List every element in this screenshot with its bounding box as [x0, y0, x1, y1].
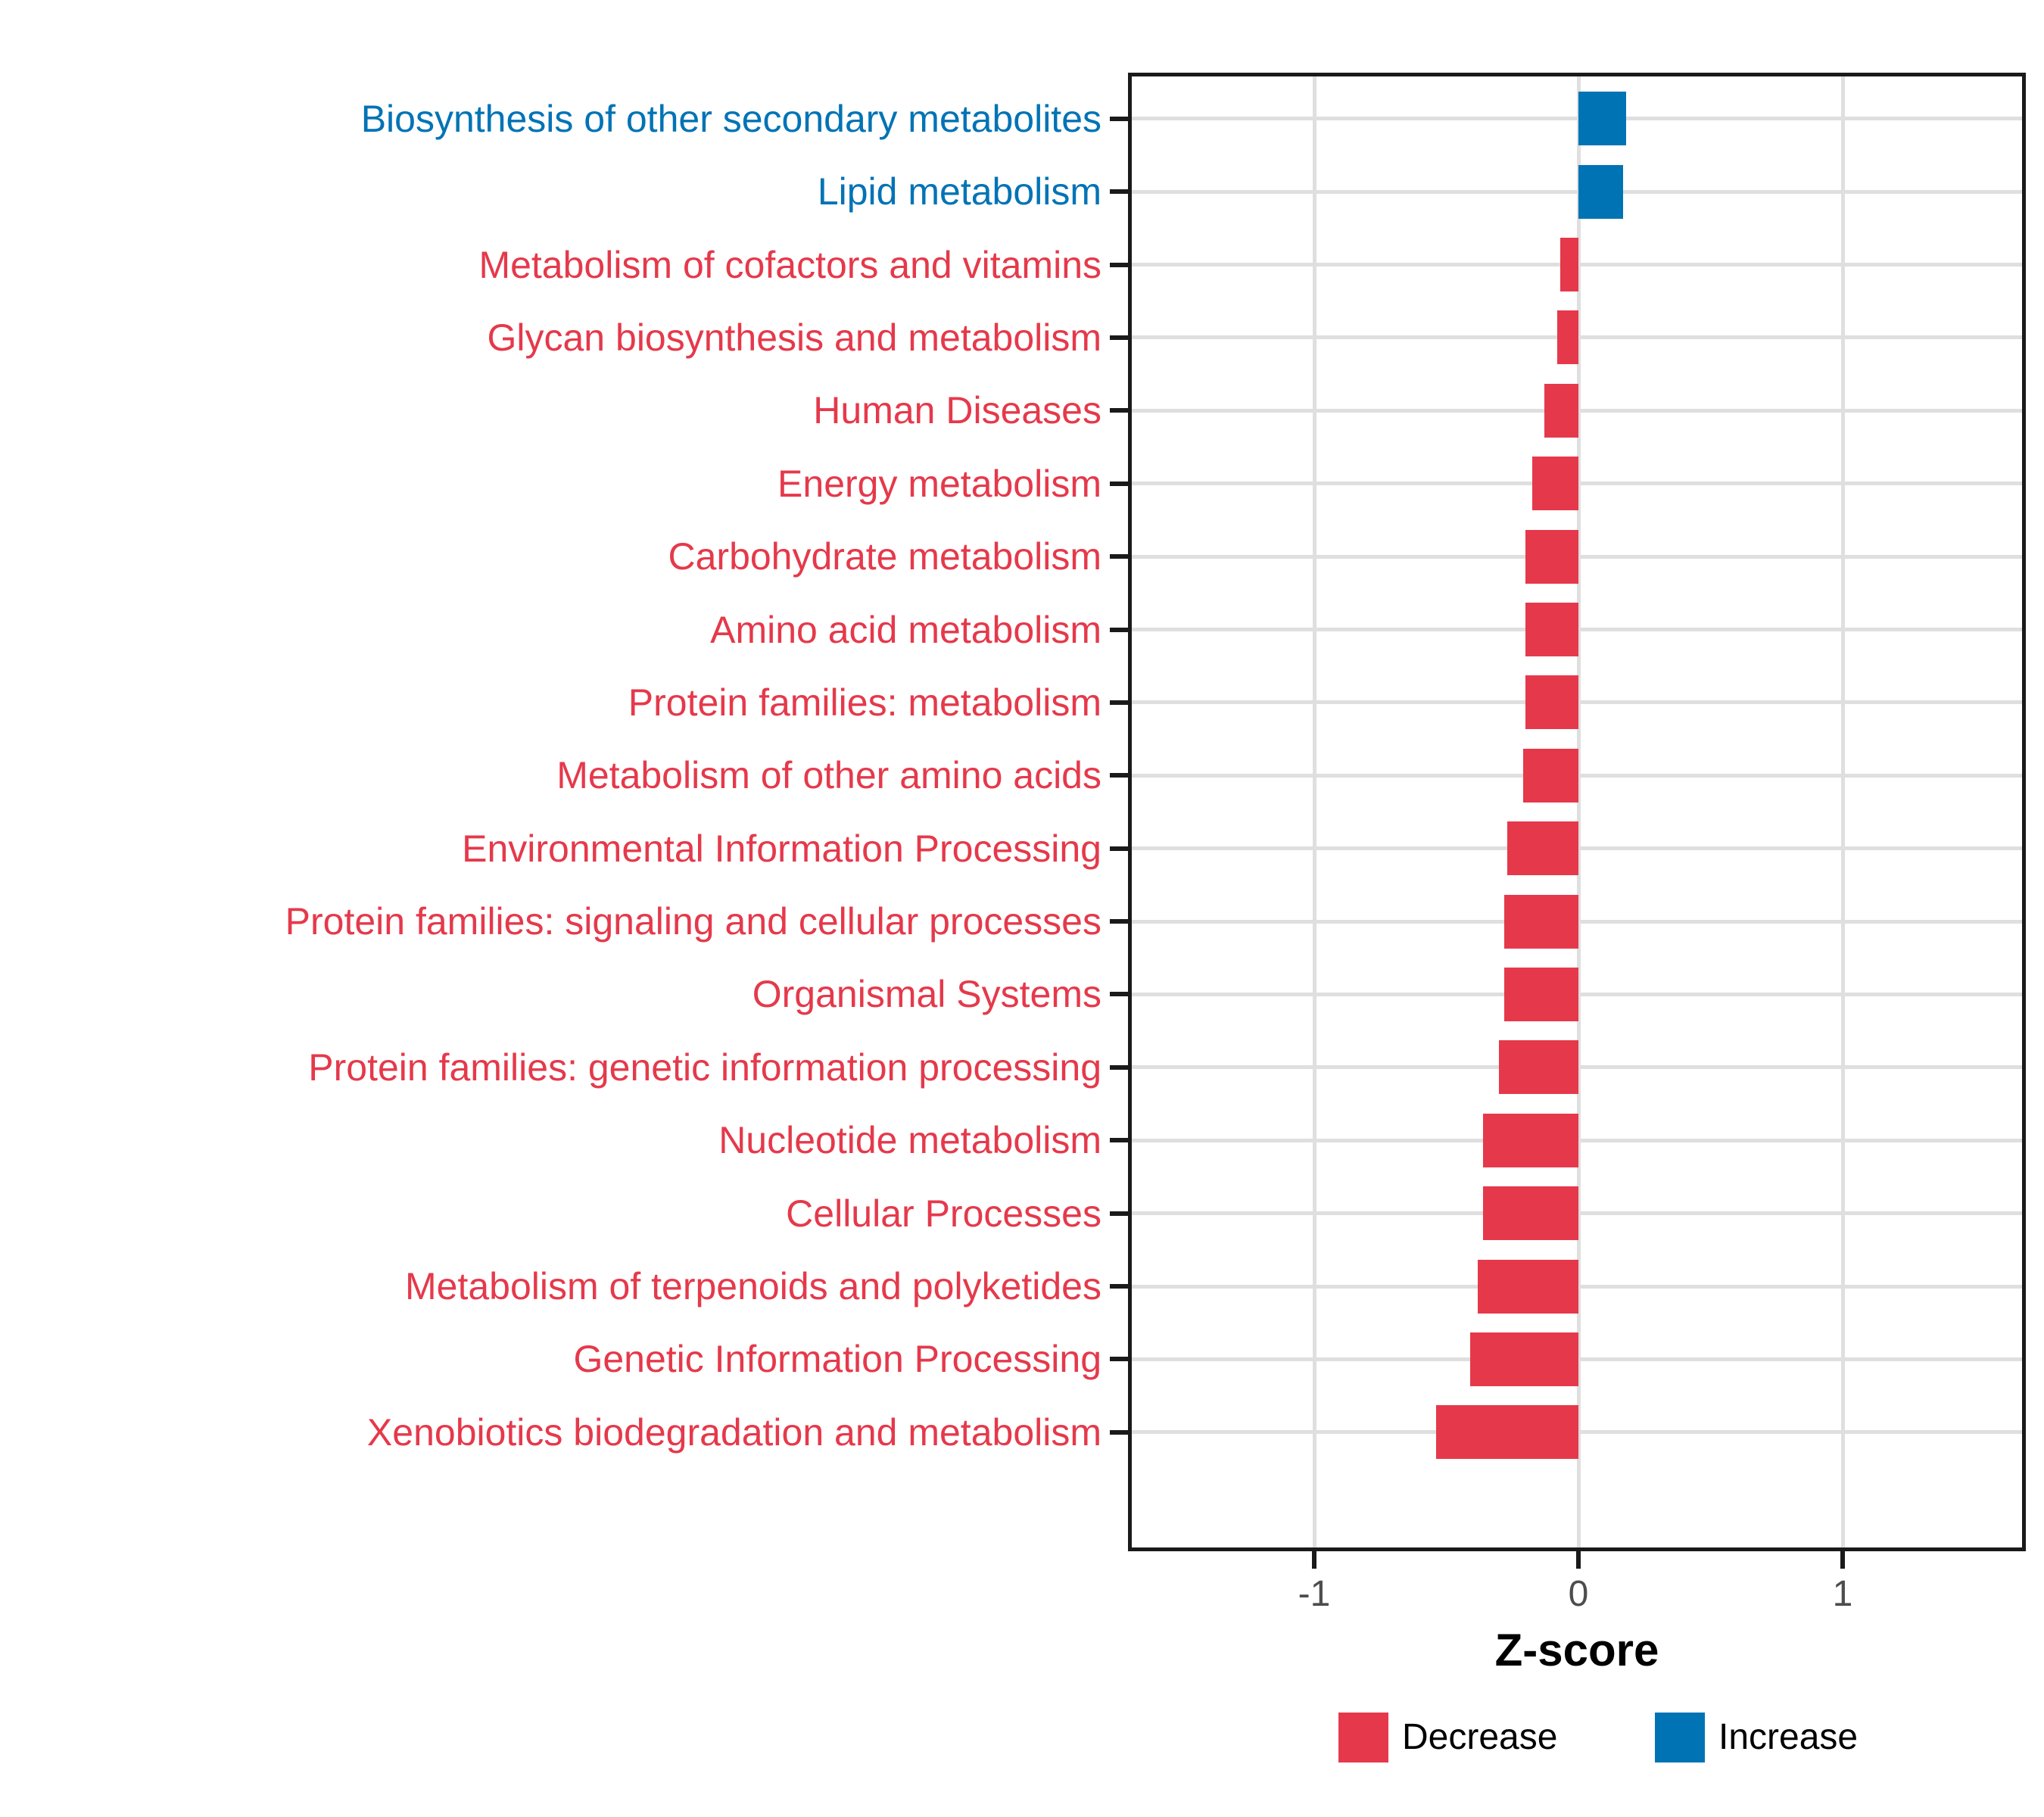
- y-axis-label: Amino acid metabolism: [710, 608, 1101, 651]
- y-tick-mark: [1110, 408, 1128, 413]
- gridline-y: [1130, 189, 2024, 194]
- y-tick-mark: [1110, 189, 1128, 195]
- bar-decrease: [1559, 238, 1578, 292]
- gridline-y: [1130, 117, 2024, 121]
- bar-decrease: [1504, 894, 1578, 949]
- bar-decrease: [1544, 383, 1578, 438]
- y-axis-label: Nucleotide metabolism: [718, 1119, 1101, 1162]
- plot-panel: [1128, 73, 2026, 1551]
- y-axis-label: Lipid metabolism: [817, 170, 1101, 213]
- x-axis-title: Z-score: [1494, 1625, 1659, 1675]
- bar-decrease: [1483, 1186, 1578, 1241]
- y-tick-mark: [1110, 1064, 1128, 1070]
- bar-decrease: [1499, 1040, 1578, 1095]
- y-tick-mark: [1110, 1429, 1128, 1435]
- y-tick-mark: [1110, 1284, 1128, 1289]
- x-tick-mark: [1576, 1551, 1581, 1569]
- y-axis-label: Human Diseases: [813, 389, 1101, 432]
- y-axis-label: Cellular Processes: [786, 1192, 1101, 1235]
- y-axis-label: Organismal Systems: [752, 973, 1101, 1016]
- y-tick-mark: [1110, 262, 1128, 267]
- bar-decrease: [1504, 967, 1578, 1021]
- y-axis-label: Metabolism of terpenoids and polyketides: [405, 1265, 1101, 1307]
- y-tick-mark: [1110, 846, 1128, 851]
- bar-decrease: [1531, 457, 1578, 511]
- gridline-x--1: [1312, 75, 1316, 1549]
- bar-decrease: [1525, 675, 1578, 730]
- bar-decrease: [1557, 310, 1578, 365]
- legend-label-decrease: Decrease: [1402, 1717, 1558, 1757]
- y-axis-label: Biosynthesis of other secondary metaboli…: [360, 97, 1101, 140]
- x-tick-label: -1: [1298, 1574, 1331, 1614]
- y-axis-label: Environmental Information Processing: [462, 827, 1101, 870]
- gridline-x-1: [1840, 75, 1845, 1549]
- y-axis-label: Protein families: genetic information pr…: [308, 1046, 1101, 1089]
- y-axis-label: Protein families: metabolism: [628, 681, 1101, 724]
- bar-increase: [1578, 92, 1626, 146]
- bar-decrease: [1469, 1332, 1578, 1386]
- gridline-x-0: [1576, 75, 1581, 1549]
- bar-decrease: [1525, 603, 1578, 657]
- y-axis-label: Metabolism of cofactors and vitamins: [478, 243, 1101, 286]
- legend-key-increase: [1655, 1713, 1705, 1762]
- x-tick-label: 1: [1832, 1574, 1853, 1614]
- legend-label-increase: Increase: [1718, 1717, 1859, 1757]
- y-tick-mark: [1110, 627, 1128, 632]
- bar-decrease: [1435, 1405, 1578, 1460]
- y-tick-mark: [1110, 481, 1128, 486]
- y-tick-mark: [1110, 992, 1128, 997]
- y-axis-label: Glycan biosynthesis and metabolism: [487, 316, 1102, 359]
- y-tick-mark: [1110, 1357, 1128, 1362]
- y-axis-label: Genetic Information Processing: [573, 1338, 1101, 1381]
- y-tick-mark: [1110, 116, 1128, 121]
- bar-decrease: [1483, 1113, 1578, 1167]
- y-axis-label: Xenobiotics biodegradation and metabolis…: [366, 1410, 1101, 1454]
- y-axis-label: Carbohydrate metabolism: [668, 535, 1102, 578]
- y-tick-mark: [1110, 554, 1128, 559]
- y-tick-mark: [1110, 335, 1128, 340]
- x-tick-label: 0: [1568, 1574, 1589, 1614]
- y-tick-mark: [1110, 773, 1128, 778]
- y-tick-mark: [1110, 700, 1128, 705]
- y-axis-label: Metabolism of other amino acids: [556, 754, 1101, 797]
- bar-decrease: [1507, 821, 1578, 876]
- bar-decrease: [1525, 529, 1578, 584]
- x-tick-mark: [1840, 1551, 1845, 1569]
- bar-decrease: [1522, 748, 1578, 803]
- y-tick-mark: [1110, 1211, 1128, 1216]
- bar-increase: [1578, 164, 1624, 219]
- y-tick-mark: [1110, 919, 1128, 924]
- y-axis-label: Energy metabolism: [777, 462, 1101, 505]
- x-tick-mark: [1312, 1551, 1316, 1569]
- y-axis-label: Protein families: signaling and cellular…: [285, 900, 1101, 943]
- legend-key-decrease: [1338, 1713, 1388, 1762]
- y-tick-mark: [1110, 1138, 1128, 1143]
- bar-decrease: [1478, 1259, 1578, 1314]
